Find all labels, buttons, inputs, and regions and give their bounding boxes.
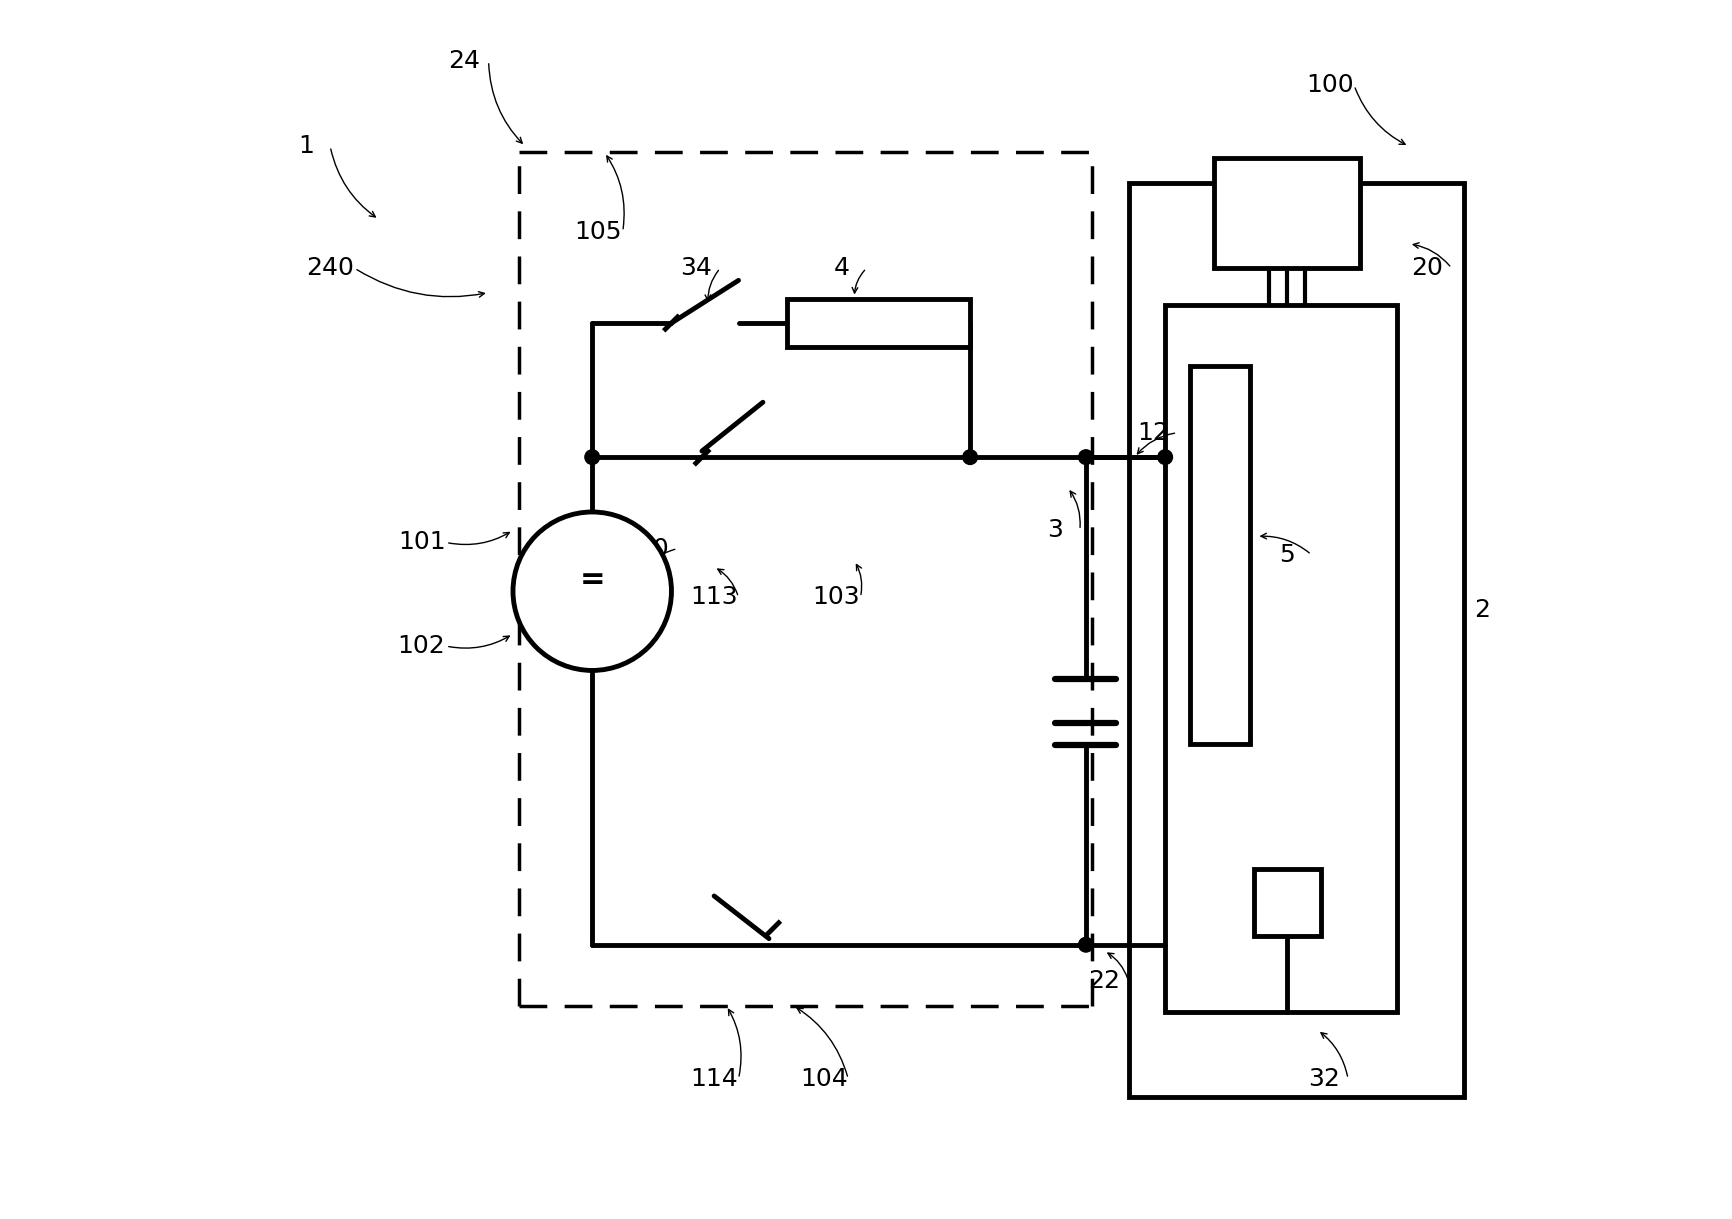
Text: 102: 102 [397, 634, 445, 658]
Circle shape [1077, 937, 1093, 952]
Text: 2: 2 [1474, 597, 1490, 622]
Text: 100: 100 [1306, 73, 1353, 98]
Text: 103: 103 [812, 585, 859, 610]
Circle shape [1157, 450, 1173, 464]
FancyBboxPatch shape [1252, 868, 1320, 936]
Text: 24: 24 [449, 49, 480, 73]
FancyBboxPatch shape [1164, 305, 1396, 1012]
Text: 113: 113 [689, 585, 738, 610]
Text: 32: 32 [1308, 1067, 1339, 1091]
FancyBboxPatch shape [1212, 158, 1360, 268]
Text: 4: 4 [833, 256, 850, 280]
FancyBboxPatch shape [786, 299, 970, 347]
Text: 1: 1 [298, 134, 313, 158]
Circle shape [513, 512, 670, 670]
Text: 101: 101 [398, 530, 445, 555]
Text: 20: 20 [1410, 256, 1443, 280]
Text: 12: 12 [1136, 421, 1167, 445]
FancyBboxPatch shape [1128, 183, 1464, 1097]
Text: 10: 10 [637, 536, 669, 561]
FancyBboxPatch shape [1188, 366, 1251, 744]
Text: 34: 34 [679, 256, 712, 280]
Text: 114: 114 [689, 1067, 738, 1091]
Circle shape [963, 450, 977, 464]
Text: 5: 5 [1278, 542, 1294, 567]
Circle shape [585, 450, 599, 464]
Text: =: = [578, 564, 604, 594]
Circle shape [1077, 450, 1093, 464]
Text: 22: 22 [1088, 969, 1119, 993]
Text: 104: 104 [800, 1067, 847, 1091]
Text: 240: 240 [307, 256, 353, 280]
Text: 3: 3 [1046, 518, 1063, 542]
Text: 105: 105 [575, 219, 622, 244]
